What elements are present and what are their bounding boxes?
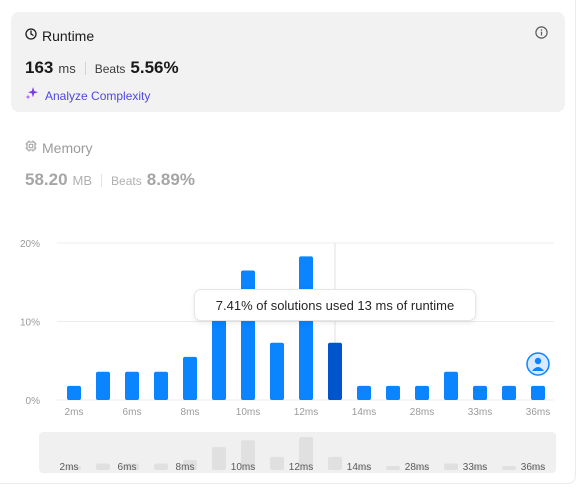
memory-values: 58.20 MB Beats 8.89% (25, 170, 195, 190)
mini-bar (328, 456, 342, 470)
runtime-beats-label: Beats (94, 62, 126, 76)
x-tick-label: 28ms (410, 407, 434, 418)
mini-x-tick-label: 36ms (521, 462, 545, 473)
y-tick-label: 10% (20, 318, 40, 329)
mini-bar (299, 437, 313, 470)
bar[interactable] (299, 256, 313, 400)
divider (84, 61, 86, 75)
bar[interactable] (270, 342, 284, 400)
mini-bar (357, 466, 371, 470)
mini-x-tick-label: 28ms (405, 462, 429, 473)
chip-icon (25, 139, 37, 157)
mini-x-tick-label: 10ms (231, 462, 255, 473)
memory-beats-label: Beats (111, 174, 142, 188)
info-icon[interactable] (535, 26, 548, 44)
bar[interactable] (386, 385, 400, 400)
x-tick-label: 8ms (181, 407, 200, 418)
runtime-card[interactable]: Runtime 163 ms Beats 5.56% Analyze Compl… (11, 12, 565, 112)
mini-bar (531, 466, 545, 470)
bar[interactable] (212, 300, 226, 400)
bar[interactable] (154, 371, 168, 400)
bar[interactable] (67, 385, 81, 400)
mini-bar (67, 466, 81, 470)
mini-bar (96, 463, 110, 470)
clock-icon (25, 27, 37, 45)
mini-bar (473, 466, 487, 470)
bar-selected[interactable] (328, 342, 342, 400)
memory-unit: MB (72, 173, 93, 188)
x-tick-label: 2ms (65, 407, 84, 418)
bar[interactable] (502, 385, 516, 400)
x-tick-label: 36ms (526, 407, 550, 418)
bar[interactable] (531, 385, 545, 400)
runtime-header: Runtime (25, 27, 94, 45)
analyze-complexity-button[interactable]: Analyze Complexity (25, 86, 150, 105)
mini-bar (212, 447, 226, 470)
x-tick-label: 6ms (123, 407, 142, 418)
mini-bar (125, 463, 139, 470)
bar[interactable] (96, 371, 110, 400)
runtime-title: Runtime (42, 28, 95, 44)
y-tick-label: 0% (26, 396, 41, 407)
x-tick-label: 12ms (294, 407, 318, 418)
mini-bar (270, 456, 284, 470)
bar[interactable] (183, 356, 197, 400)
result-panel (0, 0, 576, 484)
runtime-unit: ms (58, 61, 76, 76)
avatar-body (532, 367, 544, 371)
tooltip-text: 7.41% of solutions used 13 ms of runtime (215, 297, 455, 313)
mini-bar (415, 466, 429, 470)
mini-bar (154, 463, 168, 470)
memory-header[interactable]: Memory (25, 139, 93, 157)
mini-x-tick-label: 2ms (60, 462, 79, 473)
bar[interactable] (415, 385, 429, 400)
mini-x-tick-label: 14ms (347, 462, 371, 473)
x-tick-label: 10ms (236, 407, 260, 418)
bar[interactable] (444, 371, 458, 400)
mini-bar (386, 466, 400, 470)
divider (101, 173, 103, 187)
memory-value: 58.20 (25, 170, 68, 189)
mini-bar (444, 463, 458, 470)
bar[interactable] (125, 371, 139, 400)
mini-bar (183, 460, 197, 470)
x-tick-label: 33ms (468, 407, 492, 418)
runtime-beats-value: 5.56% (130, 58, 179, 77)
memory-beats-value: 8.89% (146, 170, 195, 189)
x-tick-label: 14ms (352, 407, 376, 418)
sparkle-icon (25, 86, 39, 105)
y-tick-label: 20% (20, 239, 40, 250)
mini-x-tick-label: 8ms (176, 462, 195, 473)
chart-tooltip: 7.41% of solutions used 13 ms of runtime (194, 289, 476, 321)
mini-x-tick-label: 12ms (289, 462, 313, 473)
analyze-complexity-label: Analyze Complexity (45, 88, 151, 103)
mini-bar (502, 466, 516, 470)
mini-x-tick-label: 6ms (118, 462, 137, 473)
memory-title: Memory (42, 140, 93, 156)
mini-x-tick-label: 33ms (463, 462, 487, 473)
runtime-value: 163 (25, 58, 54, 77)
bar[interactable] (357, 385, 371, 400)
runtime-values: 163 ms Beats 5.56% (25, 58, 179, 78)
bar[interactable] (473, 385, 487, 400)
avatar-head (534, 357, 542, 365)
mini-bar (241, 440, 255, 470)
